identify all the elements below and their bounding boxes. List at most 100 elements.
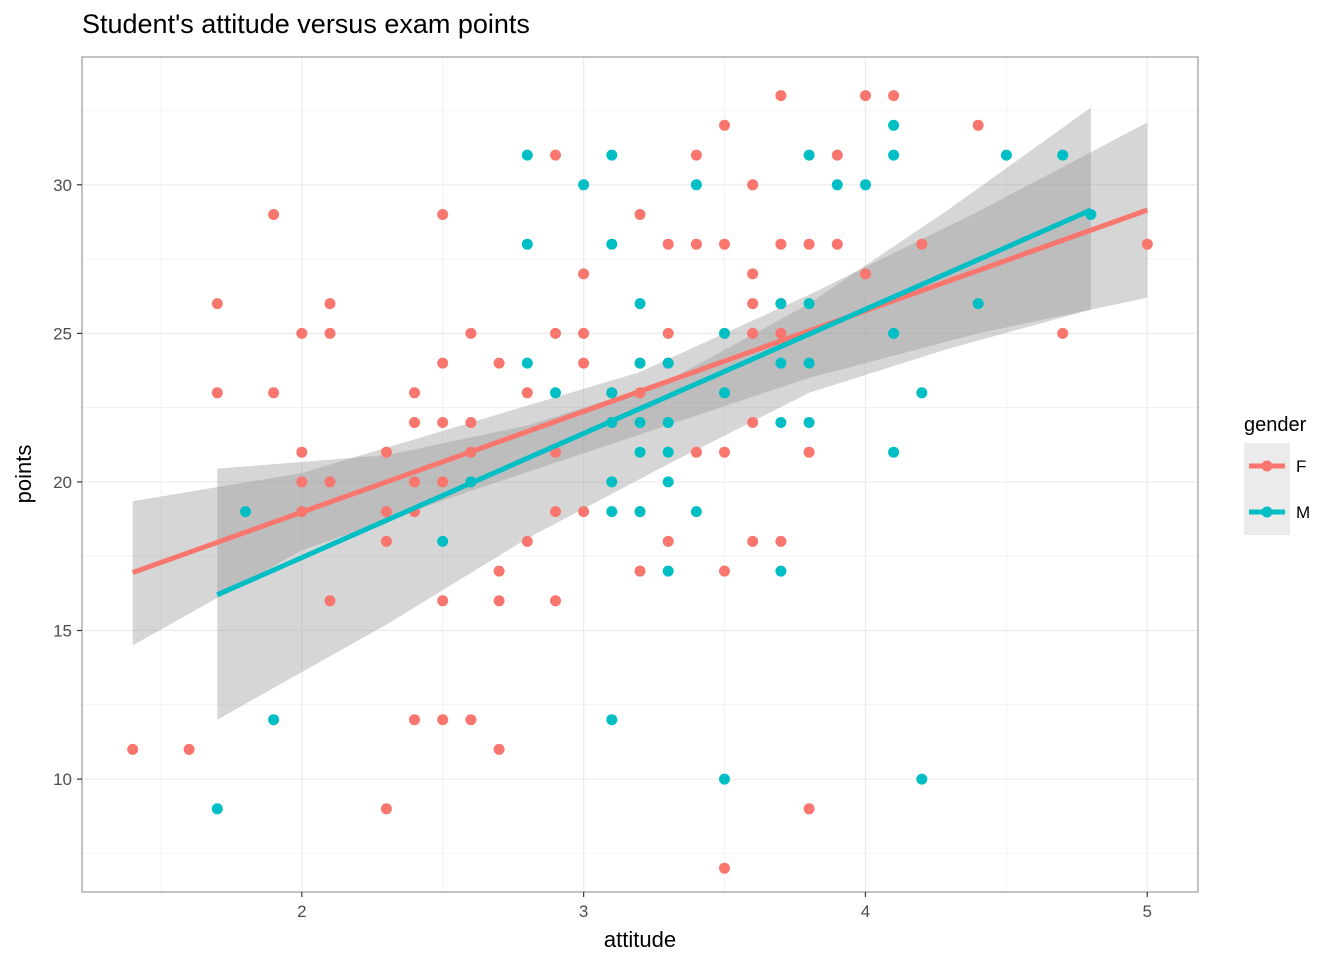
point-f <box>437 417 449 428</box>
point-m <box>606 238 618 250</box>
point-f <box>775 90 787 102</box>
x-tick-label: 3 <box>579 902 588 921</box>
point-m <box>662 446 674 458</box>
point-f <box>380 446 392 458</box>
point-f <box>465 327 477 339</box>
point-f <box>578 327 590 339</box>
point-m <box>550 387 561 399</box>
point-m <box>888 446 900 458</box>
y-tick-label: 10 <box>53 770 72 789</box>
point-f <box>521 535 533 547</box>
point-m <box>606 714 618 726</box>
point-m <box>1000 149 1012 161</box>
point-f <box>380 803 392 815</box>
point-f <box>803 803 815 815</box>
point-m <box>521 238 533 250</box>
point-f <box>550 506 561 518</box>
y-axis-title: points <box>11 445 36 504</box>
point-f <box>719 238 730 250</box>
point-m <box>719 327 730 339</box>
y-tick-label: 30 <box>53 176 72 195</box>
x-tick-label: 5 <box>1143 902 1152 921</box>
point-f <box>493 743 505 755</box>
point-m <box>606 506 618 518</box>
point-f <box>719 446 730 458</box>
point-m <box>888 119 900 131</box>
point-m <box>521 357 533 369</box>
x-axis-title: attitude <box>604 927 676 952</box>
point-f <box>550 149 561 161</box>
point-f <box>324 327 336 339</box>
point-f <box>296 446 308 458</box>
point-f <box>493 565 505 577</box>
point-f <box>550 327 561 339</box>
point-f <box>803 446 815 458</box>
point-f <box>1057 327 1069 339</box>
point-m <box>803 357 815 369</box>
point-f <box>747 179 759 191</box>
point-f <box>268 387 280 399</box>
point-m <box>719 387 730 399</box>
point-f <box>211 387 223 399</box>
point-f <box>578 357 590 369</box>
axis-ticks: 2 3 4 5 10 15 20 25 30 <box>53 176 1152 921</box>
point-m <box>775 417 787 428</box>
fit-line-f <box>131 207 1149 575</box>
point-f <box>690 149 702 161</box>
legend-title: gender <box>1244 414 1307 436</box>
plot-panel <box>82 57 1198 892</box>
point-f <box>409 417 420 428</box>
point-f <box>409 387 420 399</box>
point-m <box>803 298 815 310</box>
confidence-band-m <box>217 107 1091 720</box>
point-f <box>183 743 195 755</box>
point-m <box>634 506 646 518</box>
point-f <box>860 268 871 280</box>
point-f <box>690 446 702 458</box>
point-m <box>634 446 646 458</box>
point-m <box>803 149 815 161</box>
chart-title: Student's attitude versus exam points <box>82 9 530 39</box>
point-f <box>409 476 420 488</box>
point-m <box>775 565 787 577</box>
point-f <box>493 357 505 369</box>
y-tick-label: 25 <box>53 324 72 343</box>
point-m <box>578 179 590 191</box>
point-f <box>747 268 759 280</box>
point-f <box>437 357 449 369</box>
point-f <box>860 90 871 102</box>
point-m <box>606 149 618 161</box>
regression-lines <box>131 207 1149 598</box>
point-m <box>606 387 618 399</box>
point-f <box>437 476 449 488</box>
x-tick-label: 2 <box>297 902 306 921</box>
y-tick-label: 20 <box>53 473 72 492</box>
point-m <box>634 298 646 310</box>
point-f <box>634 565 646 577</box>
point-f <box>803 238 815 250</box>
point-f <box>719 565 730 577</box>
y-tick-label: 15 <box>53 622 72 641</box>
fit-line-m <box>216 207 1092 598</box>
point-f <box>268 209 280 220</box>
point-m <box>662 476 674 488</box>
point-f <box>747 535 759 547</box>
legend-label-f: F <box>1296 457 1306 476</box>
point-f <box>719 862 730 874</box>
point-m <box>521 149 533 161</box>
point-f <box>521 387 533 399</box>
point-f <box>747 298 759 310</box>
point-m <box>690 506 702 518</box>
point-m <box>690 179 702 191</box>
point-m <box>860 179 871 191</box>
point-f <box>380 506 392 518</box>
point-m <box>888 327 900 339</box>
point-f <box>831 149 843 161</box>
point-m <box>240 506 251 518</box>
point-f <box>437 209 449 220</box>
point-m <box>719 773 730 785</box>
point-f <box>324 476 336 488</box>
legend-label-m: M <box>1296 503 1310 522</box>
point-m <box>211 803 223 815</box>
